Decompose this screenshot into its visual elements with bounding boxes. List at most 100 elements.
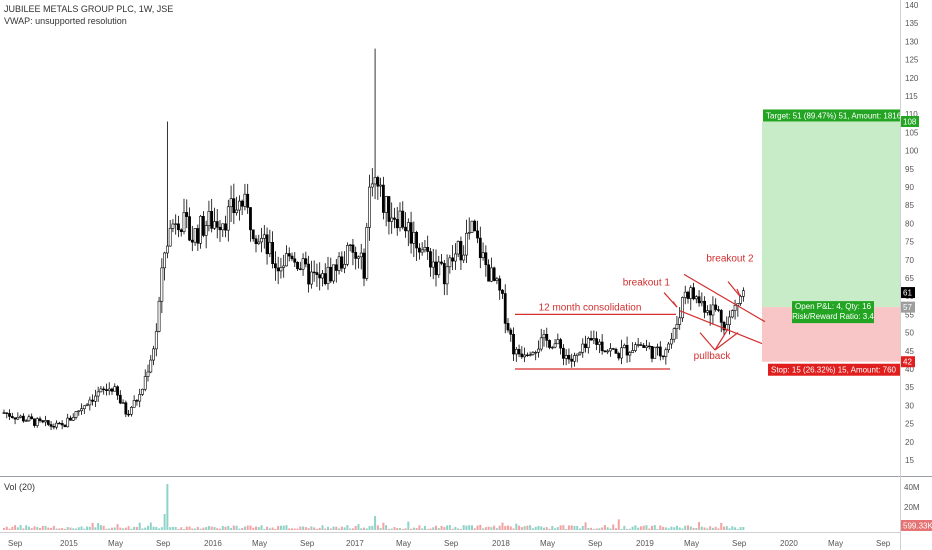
candle-body [107, 388, 111, 391]
volume-bar [91, 522, 94, 530]
volume-bar [548, 528, 551, 530]
price-tick: 125 [905, 56, 919, 65]
candle-body [528, 354, 532, 356]
candle-body [49, 424, 53, 427]
volume-bar [252, 527, 255, 530]
candle-body [88, 399, 92, 406]
volume-bar [210, 526, 213, 530]
candle-body [38, 418, 42, 421]
volume-bar [83, 528, 86, 530]
volume-bar [205, 527, 208, 530]
candle-body [357, 256, 360, 259]
profit-zone[interactable] [762, 121, 900, 308]
candle-body [586, 338, 590, 348]
volume-bar [166, 484, 169, 530]
candle-body [739, 296, 743, 304]
volume-bar [354, 525, 357, 530]
candle-body [708, 310, 712, 316]
candle-body [537, 348, 540, 353]
volume-bar [678, 527, 681, 530]
candle-body [431, 261, 435, 268]
volume-bar [335, 526, 338, 530]
candle-body [215, 221, 219, 228]
candle-body [473, 220, 477, 232]
volume-bar [504, 525, 507, 530]
candle-body [717, 309, 720, 311]
volume-bar [379, 527, 382, 530]
volume-bar [734, 527, 737, 530]
price-tick: 50 [905, 329, 914, 338]
volume-bar [97, 523, 100, 530]
volume-bar [66, 527, 69, 530]
price-axis[interactable]: 140 135 130 125 120 115 110 105 100 95 90 85 80 75 70 6… [905, 1, 919, 465]
candle-body [381, 184, 385, 213]
price-tick: 15 [905, 456, 914, 465]
candle-body [520, 353, 524, 358]
volume-bar [363, 527, 365, 530]
candle-body [121, 402, 125, 404]
volume-bar [412, 527, 415, 530]
candle-body [376, 177, 380, 187]
candle-body [329, 266, 333, 282]
candle-body [531, 352, 535, 356]
volume-bar [567, 525, 570, 530]
volume-bar [221, 526, 224, 530]
price-tick: 90 [905, 183, 914, 192]
candle-body [653, 347, 657, 359]
volume-bar [645, 525, 648, 530]
open-pl-tag[interactable]: Open P&L: 4, Qty: 16 Risk/Reward Ratio: … [792, 301, 874, 324]
volume-bar [296, 528, 299, 530]
candle-body [262, 234, 266, 239]
volume-bar [576, 526, 579, 530]
candle-body [622, 344, 626, 349]
candle-body [625, 344, 629, 356]
candle-body [135, 400, 139, 402]
candle-body [127, 413, 131, 416]
volume-bar [418, 525, 421, 530]
time-tick: 2017 [346, 539, 364, 548]
candle-body [664, 349, 668, 357]
volume-bar [216, 528, 219, 530]
candle-body [154, 331, 158, 350]
candle-body [514, 349, 518, 355]
volume-bar [642, 525, 645, 530]
time-axis[interactable]: Sep 2015 May Sep 2016 May Sep 2017 May Sep 2018 May… [8, 539, 891, 548]
volume-bar [695, 527, 698, 530]
candle-body [542, 333, 546, 339]
volume-bar [199, 528, 202, 530]
stop-tag[interactable]: Stop: 15 (26.32%) 15, Amount: 760 [768, 363, 900, 376]
candle-body [221, 223, 225, 231]
price-tick: 45 [905, 347, 914, 356]
volume-bar [667, 528, 670, 530]
volume-bar [603, 525, 606, 530]
candle-body [448, 257, 452, 268]
candle-body [315, 272, 319, 275]
candle-body [406, 222, 410, 232]
candle-body [60, 423, 64, 426]
volume-bar [41, 525, 44, 530]
candle-body [348, 244, 352, 246]
volume-bar [626, 528, 629, 530]
candle-body [703, 300, 707, 313]
candle-body [298, 268, 302, 270]
candle-body [105, 389, 108, 391]
volume-bar [631, 526, 634, 530]
volume-bar [579, 528, 581, 530]
svg-text:57: 57 [903, 303, 912, 312]
volume-bar [124, 527, 127, 530]
candle-body [337, 256, 341, 271]
candle-body [603, 350, 607, 353]
stop-price-badge: 42 [901, 356, 915, 368]
candle-body [728, 316, 731, 325]
volume-bar [656, 528, 659, 530]
volume-bar [113, 527, 116, 530]
candle-body [185, 212, 189, 217]
candle-body [692, 287, 695, 300]
svg-text:61: 61 [903, 289, 912, 298]
volume-bar [390, 528, 393, 530]
target-tag[interactable]: Target: 51 (89.47%) 51, Amount: 1816 [763, 109, 902, 122]
candle-body [273, 263, 277, 269]
candle-body [489, 267, 493, 282]
candle-body [550, 346, 554, 349]
